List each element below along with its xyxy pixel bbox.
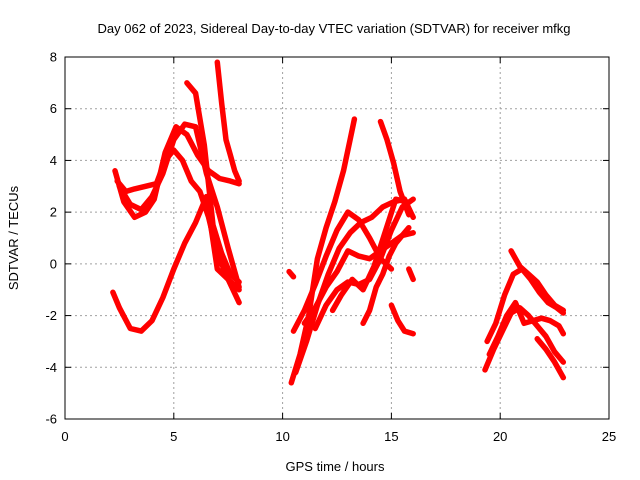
x-tick-label: 20 <box>493 429 507 444</box>
y-tick-label: -2 <box>45 308 57 323</box>
series-track-14 <box>360 224 412 327</box>
series-group <box>110 59 567 386</box>
y-tick-label: 0 <box>50 256 57 271</box>
series-track-4 <box>116 121 242 290</box>
series-track-2 <box>114 147 242 293</box>
x-tick-label: 25 <box>602 429 616 444</box>
series-track-1 <box>110 193 242 334</box>
series-track-5 <box>184 80 242 285</box>
series-track-6 <box>214 59 242 184</box>
axis-ticks: 0 5 10 15 20 25 -6 -4 -2 0 2 4 6 8 <box>45 50 616 445</box>
x-tick-label: 5 <box>170 429 177 444</box>
plot-frame <box>64 56 610 420</box>
series-track-13 <box>329 196 410 314</box>
series-track-7 <box>286 268 297 280</box>
grid <box>65 57 609 419</box>
y-tick-label: -6 <box>45 412 57 427</box>
series-track-8 <box>288 116 358 386</box>
series-track-3 <box>112 124 242 221</box>
x-tick-label: 10 <box>275 429 289 444</box>
y-tick-label: -4 <box>45 360 57 375</box>
series-track-17 <box>406 266 416 283</box>
series-track-9 <box>290 209 395 334</box>
series-track-16 <box>388 302 416 337</box>
series-track-22 <box>534 336 567 381</box>
y-tick-label: 8 <box>50 50 57 65</box>
series-track-21 <box>508 248 567 314</box>
y-axis-label: SDTVAR / TECUs <box>6 185 21 290</box>
x-tick-label: 15 <box>384 429 398 444</box>
series-track-15 <box>377 118 412 218</box>
chart-title: Day 062 of 2023, Sidereal Day-to-day VTE… <box>98 21 571 36</box>
x-tick-label: 0 <box>61 429 68 444</box>
series-track-20 <box>486 299 567 358</box>
y-tick-label: 6 <box>50 101 57 116</box>
x-axis-label: GPS time / hours <box>286 459 385 474</box>
y-tick-label: 2 <box>50 205 57 220</box>
y-tick-label: 4 <box>50 153 57 168</box>
